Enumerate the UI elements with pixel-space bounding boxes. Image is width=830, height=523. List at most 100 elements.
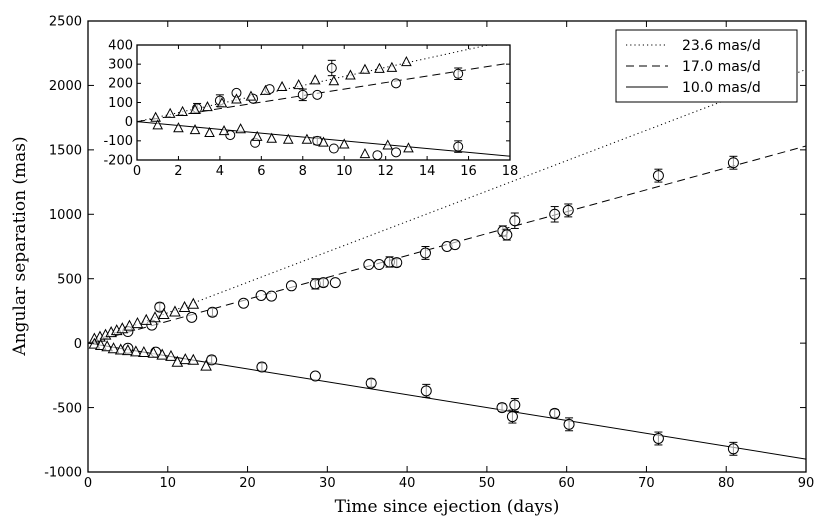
main-data-point-circle xyxy=(309,370,321,382)
main-x-tick-label: 70 xyxy=(638,476,655,491)
inset-data-point-triangle xyxy=(386,61,398,72)
main-data-point-triangle xyxy=(200,359,212,371)
main-data-point-circle xyxy=(652,431,664,446)
main-data-point-circle xyxy=(449,239,461,251)
main-y-tick-label: -500 xyxy=(52,401,82,416)
inset-data-point-triangle xyxy=(235,123,246,134)
main-data-point-circle xyxy=(186,311,198,323)
main-y-tick-label: 2000 xyxy=(49,79,82,94)
main-data-point-circle xyxy=(255,289,267,301)
main-data-point-triangle xyxy=(138,345,150,358)
inset-data-point-triangle xyxy=(231,93,242,104)
main-x-tick-label: 90 xyxy=(798,476,815,491)
inset-data-point-triangle xyxy=(260,84,271,95)
main-data-point-circle xyxy=(549,206,561,223)
inset-data-point-circle xyxy=(391,78,402,89)
main-data-point-triangle xyxy=(114,343,127,355)
inset-data-point-triangle xyxy=(374,62,385,73)
main-data-point-circle xyxy=(562,203,574,218)
main-y-tick-label: -1000 xyxy=(44,466,82,481)
inset-data-point-circle xyxy=(391,147,402,158)
main-data-point-triangle xyxy=(187,297,200,309)
inset-x-tick-label: 18 xyxy=(502,164,519,179)
inset-y-tick-label: -200 xyxy=(103,153,133,168)
y-axis-title: Angular separation (mas) xyxy=(10,136,30,356)
main-data-point-triangle xyxy=(178,300,191,312)
inset-data-point-circle xyxy=(328,143,339,154)
inset-x-tick-label: 0 xyxy=(133,164,141,179)
inset-data-point-triangle xyxy=(152,119,164,130)
main-data-point-triangle xyxy=(147,346,160,358)
main-data-point-circle xyxy=(154,301,166,313)
inset-data-point-triangle xyxy=(401,56,412,67)
main-data-point-circle xyxy=(419,246,431,260)
main-data-point-triangle xyxy=(101,340,113,352)
inset-data-point-triangle xyxy=(282,133,294,144)
inset-x-tick-label: 12 xyxy=(377,164,394,179)
main-data-point-triangle xyxy=(169,305,181,317)
main-y-tick-label: 1000 xyxy=(49,208,82,223)
main-data-point-circle xyxy=(265,290,277,302)
inset-y-tick-label: 300 xyxy=(108,57,133,72)
inset-data-point-circle xyxy=(372,150,383,161)
inset-y-tick-label: -100 xyxy=(103,134,133,149)
inset-data-point-circle xyxy=(326,59,337,77)
main-data-point-circle xyxy=(285,280,297,292)
main-data-point-circle xyxy=(365,377,377,389)
main-data-point-triangle xyxy=(131,316,144,329)
main-data-point-triangle xyxy=(187,353,200,365)
inset-data-point-circle xyxy=(453,140,464,153)
main-data-point-circle xyxy=(238,297,250,309)
inset-x-tick-label: 2 xyxy=(174,164,182,179)
inset-data-point-circle xyxy=(453,67,464,80)
inset-x-tick-label: 10 xyxy=(336,164,353,179)
inset-y-tick-label: 200 xyxy=(108,77,133,92)
main-x-tick-label: 10 xyxy=(160,476,177,491)
main-data-point-triangle xyxy=(165,349,177,361)
main-y-tick-label: 1500 xyxy=(49,144,82,159)
inset-data-point-triangle xyxy=(216,97,228,108)
main-data-point-circle xyxy=(509,398,521,412)
inset-fit-line-dashed xyxy=(136,62,511,123)
inset-data-point-triangle xyxy=(403,142,414,153)
inset-data-point-triangle xyxy=(359,63,371,74)
inset-x-tick-label: 16 xyxy=(460,164,477,179)
main-y-tick-label: 0 xyxy=(74,337,82,352)
inset-data-point-triangle xyxy=(202,101,213,112)
inset-data-point-triangle xyxy=(293,79,304,90)
main-data-point-circle xyxy=(206,306,218,318)
inset-data-point-circle xyxy=(312,135,323,146)
main-x-tick-label: 40 xyxy=(399,476,416,491)
main-y-tick-label: 500 xyxy=(57,272,82,287)
inset-data-point-triangle xyxy=(204,126,215,138)
inset-x-tick-label: 4 xyxy=(216,164,224,179)
inset-data-point-triangle xyxy=(150,111,161,122)
legend-label-dotted: 23.6 mas/d xyxy=(682,38,761,54)
main-data-point-circle xyxy=(563,417,575,432)
main-data-point-circle xyxy=(509,212,521,229)
main-data-point-triangle xyxy=(130,345,142,357)
inset-data-point-triangle xyxy=(359,148,371,159)
inset-data-point-triangle xyxy=(318,136,329,147)
inset-data-point-circle xyxy=(312,89,323,100)
main-data-point-circle xyxy=(391,257,403,269)
inset-data-point-triangle xyxy=(266,132,278,143)
inset-data-point-triangle xyxy=(309,74,321,85)
inset-data-point-triangle xyxy=(338,138,350,149)
main-data-point-triangle xyxy=(156,348,169,360)
inset-data-point-triangle xyxy=(301,133,313,144)
main-data-point-triangle xyxy=(107,342,120,354)
inset-x-tick-label: 14 xyxy=(419,164,436,179)
main-x-tick-label: 80 xyxy=(718,476,735,491)
main-data-point-circle xyxy=(256,361,268,373)
inset-data-point-triangle xyxy=(382,139,394,150)
inset-y-tick-label: 100 xyxy=(108,96,133,111)
main-x-tick-label: 20 xyxy=(239,476,256,491)
main-data-point-circle xyxy=(317,277,329,289)
main-y-tick-label: 2500 xyxy=(49,15,82,30)
inset-data-point-triangle xyxy=(189,103,201,115)
x-axis-title: Time since ejection (days) xyxy=(335,497,560,517)
inset-data-point-triangle xyxy=(245,90,257,101)
main-plot-frame xyxy=(87,20,807,473)
legend: 23.6 mas/d 17.0 mas/d 10.0 mas/d xyxy=(615,29,798,103)
